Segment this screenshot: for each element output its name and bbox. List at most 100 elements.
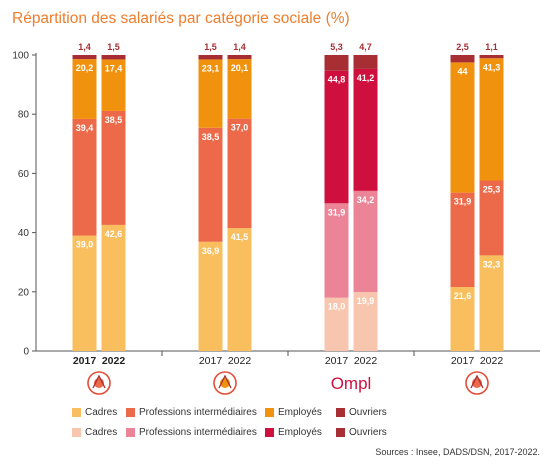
chart-title: Répartition des salariés par catégorie s…	[12, 10, 350, 27]
data-label: 1,4	[233, 42, 246, 52]
y-tick-label: 20	[18, 287, 30, 298]
y-tick-label: 100	[12, 51, 29, 62]
bar-segment	[72, 59, 97, 119]
x-tick-label: 2022	[480, 355, 504, 367]
x-tick-label: 2017	[73, 355, 97, 367]
legend-swatch	[265, 428, 274, 437]
bar-segment	[198, 127, 223, 242]
bar-segment	[72, 55, 97, 60]
source-note: Sources : Insee, DADS/DSN, 2017-2022.	[375, 447, 540, 457]
x-tick-label: 2022	[228, 355, 252, 367]
data-label: 31,9	[454, 197, 472, 207]
legend-label: Ouvriers	[349, 427, 387, 438]
bar-segment	[227, 228, 252, 351]
data-label: 39,0	[76, 240, 94, 250]
x-tick-label: 2022	[102, 355, 126, 367]
data-label: 1,4	[78, 42, 91, 52]
bar-segment	[450, 192, 475, 288]
legend-swatch	[72, 428, 81, 437]
bar-segment	[479, 58, 504, 181]
data-label: 17,4	[105, 63, 123, 73]
data-label: 44	[457, 66, 467, 76]
data-label: 1,1	[485, 42, 498, 52]
bar-segment	[324, 203, 349, 298]
legend-swatch	[336, 408, 345, 417]
data-label: 19,9	[357, 296, 375, 306]
bar-segment	[198, 241, 223, 351]
bar-segment	[324, 70, 349, 204]
bar-segment	[227, 55, 252, 60]
legend-label: Employés	[278, 407, 322, 418]
bar-segment	[198, 55, 223, 60]
legend-swatch	[336, 428, 345, 437]
data-label: 36,9	[202, 246, 220, 256]
bar-segment	[450, 62, 475, 193]
badge-logo-icon	[465, 371, 489, 395]
data-label: 1,5	[107, 42, 120, 52]
legend-swatch	[265, 408, 274, 417]
data-label: 21,6	[454, 291, 472, 301]
y-tick-label: 40	[18, 228, 30, 239]
data-label: 5,3	[330, 42, 343, 52]
y-tick-label: 0	[23, 347, 29, 358]
data-label: 41,5	[231, 232, 249, 242]
bar-segment	[353, 190, 378, 293]
bar-segment	[479, 55, 504, 59]
ompl-logo: Ompl	[331, 374, 372, 393]
bar-segment	[450, 55, 475, 63]
data-label: 41,2	[357, 73, 375, 83]
data-label: 44,8	[328, 75, 346, 85]
data-label: 37,0	[231, 123, 249, 133]
data-label: 31,9	[328, 207, 346, 217]
x-tick-label: 2017	[451, 355, 475, 367]
bar-segment	[101, 110, 126, 225]
bar-segment	[353, 292, 378, 351]
data-label: 38,5	[105, 115, 123, 125]
data-label: 25,3	[483, 185, 501, 195]
bar-segment	[479, 180, 504, 256]
bar-segment	[353, 55, 378, 69]
y-tick-label: 80	[18, 110, 30, 121]
data-label: 20,2	[76, 63, 94, 73]
legend-swatch	[126, 428, 135, 437]
x-tick-label: 2017	[199, 355, 223, 367]
data-label: 23,1	[202, 63, 220, 73]
bar-segment	[324, 55, 349, 71]
x-tick-label: 2022	[354, 355, 378, 367]
bar-segment	[353, 68, 378, 191]
data-label: 2,5	[456, 42, 469, 52]
data-label: 38,5	[202, 132, 220, 142]
bar-segment	[101, 55, 126, 60]
data-label: 42,6	[105, 229, 123, 239]
data-label: 39,4	[76, 123, 94, 133]
bar-segment	[227, 118, 252, 229]
data-label: 20,1	[231, 63, 249, 73]
bar-segment	[324, 297, 349, 351]
bar-segment	[101, 224, 126, 351]
legend-swatch	[126, 408, 135, 417]
data-label: 1,5	[204, 42, 217, 52]
accent-logo-icon	[87, 371, 111, 395]
legend-label: Cadres	[85, 407, 118, 418]
x-tick-label: 2017	[325, 355, 349, 367]
legend-label: Professions intermédiaires	[139, 407, 257, 418]
y-tick-label: 60	[18, 169, 30, 180]
circle-logo-icon	[213, 371, 237, 395]
legend-label: Ouvriers	[349, 407, 387, 418]
data-label: 4,7	[359, 42, 372, 52]
bar-segment	[72, 235, 97, 351]
bar-segment	[227, 59, 252, 119]
data-label: 34,2	[357, 195, 375, 205]
bar-segment	[101, 59, 126, 111]
legend-label: Employés	[278, 427, 322, 438]
bar-segment	[72, 118, 97, 236]
legend-label: Professions intermédiaires	[139, 427, 257, 438]
legend-label: Cadres	[85, 427, 118, 438]
bar-segment	[450, 287, 475, 351]
data-label: 32,3	[483, 259, 501, 269]
bar-segment	[198, 59, 223, 128]
bar-segment	[479, 255, 504, 351]
data-label: 41,3	[483, 62, 501, 72]
data-label: 18,0	[328, 302, 346, 312]
